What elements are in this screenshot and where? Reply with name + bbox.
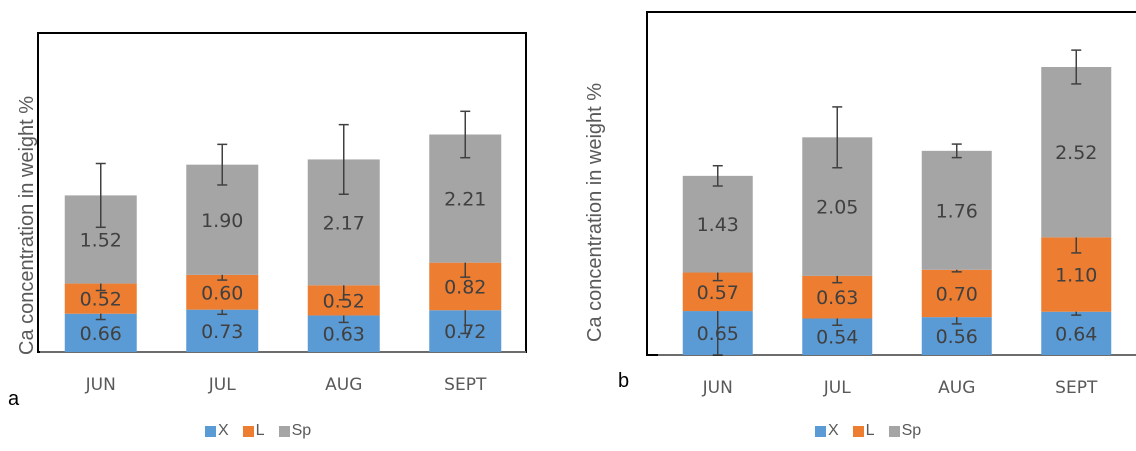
bar-x-sept — [1041, 311, 1112, 355]
stacked-bar-chart-a: 0.66 0.52 1.52 JUN 0.73 0.60 1.90 JUL 0.63 0.52 2.… — [37, 32, 527, 395]
x-tick-label: SEPT — [444, 375, 487, 395]
legend-item-l: L — [242, 422, 265, 440]
data-label: 1.52 — [80, 229, 122, 251]
data-label: 2.17 — [323, 212, 365, 234]
data-label: 0.82 — [444, 276, 486, 298]
x-tick-label: AUG — [325, 375, 362, 395]
data-label: 0.60 — [201, 282, 243, 304]
data-label: 1.43 — [697, 214, 739, 236]
legend-b: X L Sp — [815, 422, 929, 440]
legend-item-sp: Sp — [888, 422, 922, 440]
stacked-bar-chart-b: 0.650.571.43JUN0.540.632.05JUL0.560.701.… — [646, 11, 1136, 398]
y-axis-label-a: Ca concentration in weight % — [16, 95, 38, 355]
bar-sp-aug — [921, 150, 992, 270]
legend-label-l: L — [865, 422, 875, 439]
x-tick-label: JUL — [823, 378, 851, 398]
bar-sp-jun — [682, 175, 753, 273]
error-bar — [1071, 49, 1082, 85]
error-bar — [95, 162, 106, 229]
x-tick-label: AUG — [938, 378, 975, 398]
legend-a: X L Sp — [205, 422, 319, 440]
y-axis-label-b: Ca concentration in weight % — [584, 82, 606, 342]
legend-item-x: X — [205, 422, 229, 440]
data-label: 0.73 — [201, 321, 243, 343]
data-label: 0.66 — [80, 323, 122, 345]
legend-label-x: X — [218, 422, 229, 439]
data-label: 2.21 — [444, 189, 486, 211]
data-label: 0.63 — [816, 287, 858, 309]
legend-label-sp: Sp — [291, 422, 312, 439]
legend-item-x: X — [815, 422, 839, 440]
error-bar — [338, 123, 349, 195]
error-bar — [712, 164, 723, 187]
x-tick-label: JUL — [208, 375, 236, 395]
data-label: 1.10 — [1055, 265, 1097, 287]
x-tick-label: JUN — [85, 375, 116, 395]
chart-panel-b: 0.65 0.57 1.43 JUN 0.54 0.63 2.05 JUL 0.56 0.70 1.… — [568, 0, 1136, 446]
error-bar — [460, 110, 471, 159]
data-label: 0.64 — [1055, 323, 1097, 345]
error-bar — [832, 106, 843, 169]
legend-label-l: L — [255, 422, 265, 439]
legend-label-sp: Sp — [901, 422, 922, 439]
data-label: 1.76 — [936, 200, 978, 222]
data-label: 0.56 — [936, 326, 978, 348]
panel-label-a: a — [8, 388, 20, 410]
data-label: 0.52 — [80, 289, 122, 311]
x-tick-label: SEPT — [1055, 378, 1098, 398]
data-label: 2.52 — [1055, 142, 1097, 164]
x-tick-label: JUN — [702, 378, 733, 398]
data-label: 0.63 — [323, 324, 365, 346]
data-label: 1.90 — [201, 210, 243, 232]
panel-label-b: b — [618, 370, 630, 392]
bar-x-jul — [186, 309, 259, 352]
bar-sp-sept — [1041, 67, 1112, 238]
error-bar — [951, 143, 962, 159]
error-bar — [217, 143, 228, 186]
bar-l-aug — [921, 269, 992, 318]
legend-item-l: L — [852, 422, 875, 440]
legend-item-sp: Sp — [278, 422, 312, 440]
data-label: 0.52 — [323, 290, 365, 312]
chart-panel-a: 0.66 0.52 1.52 JUN 0.73 0.60 1.90 JUL 0.63 0.52 2.… — [0, 0, 568, 446]
data-label: 0.54 — [816, 327, 858, 349]
data-label: 2.05 — [816, 197, 858, 219]
data-label: 0.57 — [697, 282, 739, 304]
legend-label-x: X — [828, 422, 839, 439]
data-label: 0.70 — [936, 283, 978, 305]
